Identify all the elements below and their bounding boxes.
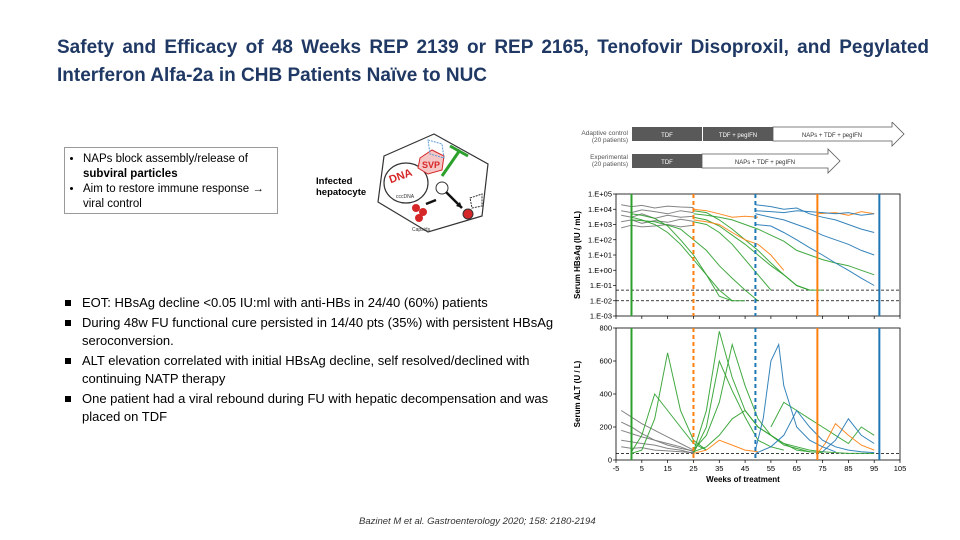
experimental-phase-naps-label: NAPs + TDF + pegIFN [735,160,795,166]
series-line [693,213,875,276]
experimental-label: Experimental [590,154,628,161]
finding-2: During 48w FU functional cure persisted … [65,314,560,350]
nap-info-box: NAPs block assembly/release of subviral … [64,147,278,214]
y-tick-label: 1.E-03 [590,312,612,321]
series-line [693,331,810,453]
capsid-1 [412,204,420,212]
series-line [631,216,746,302]
experimental-phase-tdf [632,154,702,168]
nap-point-2: Aim to restore immune response → viral c… [83,182,271,212]
nucleus [383,162,429,204]
adaptive-phase-tdf-pegifn-label: TDF + pegIFN [719,133,757,139]
x-tick-label: 55 [767,464,775,473]
hepatocyte-label-text: Infected hepatocyte [316,176,367,198]
y-tick-label: 0 [608,456,612,465]
adaptive-phase-naps-arrow [772,122,905,147]
capsid-2 [419,208,427,216]
hbsag-alt-charts: 1.E+05 1.E+04 1.E+03 1.E+02 1.E+01 1.E+00 1.E-… [573,190,906,485]
x-tick-label: 85 [844,464,852,473]
hepatocyte-cell [377,133,489,233]
nap-point-1: NAPs block assembly/release of subviral … [83,152,271,182]
adaptive-phase-naps-label: NAPs + TDF + pegIFN [802,133,862,139]
citation: Bazinet M et al. Gastroenterology 2020; … [359,516,596,527]
experimental-phase-tdf-label: TDF [661,160,673,166]
adaptive-sub: (20 patients) [592,137,628,144]
treatment-timeline: Adaptive control (20 patients) TDF TDF +… [581,122,905,174]
series-line [770,401,875,445]
series-line [693,208,759,218]
x-tick-label: 35 [715,464,723,473]
series-line [755,409,875,454]
series-line [754,342,836,453]
series-line [693,221,772,291]
virion-inner [435,181,449,195]
series-line [755,210,875,216]
x-tick-label: -5 [613,464,620,473]
chart-alt: 0 200 400 600 800 -5 5 15 25 35 45 55 65 75 85 95 105 Ser… [573,324,906,485]
cccdna-label: cccDNA [396,194,415,200]
finding-1: EOT: HBsAg decline <0.05 IU:ml with anti… [65,294,560,312]
finding-4: One patient had a viral rebound during F… [65,390,560,426]
nap-blocker-icon [440,144,469,177]
experimental-phase-naps-arrow [701,148,841,174]
y-axis-label: Serum HBsAg (IU / mL) [573,211,582,299]
export-arrow [425,198,437,206]
series-line [693,219,785,271]
y-tick-label: 800 [599,324,612,333]
x-tick-label: 25 [689,464,697,473]
capsid-3 [415,214,423,222]
series-line [693,210,810,291]
chart-hbsag: 1.E+05 1.E+04 1.E+03 1.E+02 1.E+01 1.E+00 1.E-… [573,190,901,321]
finding-3: ALT elevation correlated with initial HB… [65,352,560,388]
series-line [631,213,733,302]
y-tick-label: 1.E+00 [588,266,612,275]
y-tick-label: 1.E+05 [588,190,612,199]
adaptive-phase-tdf [632,127,702,141]
x-tick-label: 105 [894,464,907,473]
series-line [755,204,875,233]
experimental-sub: (20 patients) [592,161,628,168]
svp-badge: SVP [417,149,445,175]
series-line [822,417,875,453]
adaptive-phase-tdf-pegifn [703,127,773,141]
hepatocyte-label: Infected hepatocyte [316,176,370,198]
x-tick-label: 95 [870,464,878,473]
y-axis-label: Serum ALT (U / L) [573,360,582,427]
y-tick-label: 1.E-01 [590,281,612,290]
y-tick-label: 200 [599,423,612,432]
y-tick-label: 1.E+02 [588,235,612,244]
nap-point-1-text: NAPs block assembly/release of [83,153,248,165]
series-line [755,224,875,286]
y-tick-label: 1.E-02 [590,296,612,305]
x-axis-label: Weeks of treatment [706,475,780,484]
svp-label: SVP [422,160,440,170]
svp-particle-dotted [427,139,445,159]
x-tick-label: 15 [663,464,671,473]
slide-title: Safety and Efficacy of 48 Weeks REP 2139… [57,37,929,86]
series-line [693,409,875,454]
x-tick-label: 5 [640,464,644,473]
nap-point-1-bold: subviral particles [83,168,178,180]
y-tick-label: 1.E+03 [588,220,612,229]
x-tick-label: 65 [793,464,801,473]
series-line [693,342,823,454]
adaptive-label: Adaptive control [581,130,628,137]
dna-label: DNA [388,167,415,186]
capsids-label: Capsids [412,227,431,233]
y-tick-label: 1.E+01 [588,251,612,260]
hepatocyte-diagram: DNA cccDNA SVP Capsids [377,133,489,233]
series-line [755,213,875,256]
findings-list: EOT: HBsAg decline <0.05 IU:ml with anti… [60,294,560,428]
series-line [693,359,784,454]
series-line [693,439,759,454]
y-tick-label: 1.E+04 [588,205,612,214]
x-tick-label: 45 [741,464,749,473]
series-line [631,352,707,454]
svp-dotted-right [469,193,483,209]
released-virion [462,208,474,220]
adaptive-phase-tdf-label: TDF [661,133,673,139]
x-tick-label: 75 [818,464,826,473]
y-tick-label: 600 [599,357,612,366]
y-tick-label: 400 [599,390,612,399]
